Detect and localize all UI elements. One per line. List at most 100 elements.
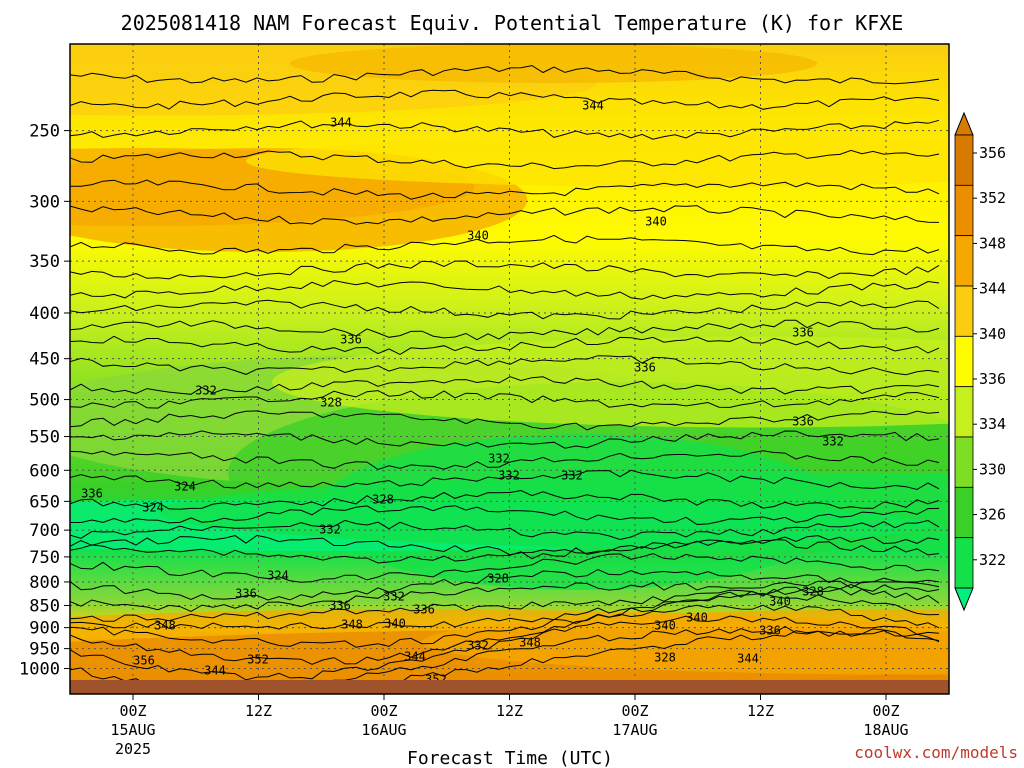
- contour-label: 344: [582, 99, 604, 113]
- contour-label-text: 332: [467, 639, 489, 653]
- colorbar-label: 348: [979, 234, 1006, 252]
- contour-label-text: 332: [561, 469, 583, 483]
- contour-label-text: 324: [267, 569, 289, 583]
- colorbar-label: 330: [979, 460, 1006, 478]
- contour-label-text: 336: [81, 487, 103, 501]
- y-tick-label: 550: [29, 428, 60, 448]
- contour-line: [70, 489, 940, 510]
- y-tick-label: 650: [29, 492, 60, 512]
- contour-label: 344: [204, 664, 226, 678]
- contour-label-text: 356: [133, 654, 155, 668]
- colorbar-segment: [954, 184, 974, 237]
- contour-label-text: 352: [247, 653, 269, 667]
- contour-line: [70, 615, 940, 681]
- contour-label: 332: [383, 590, 405, 604]
- contour-label: 340: [769, 595, 791, 609]
- contour-label-text: 348: [519, 636, 541, 650]
- y-tick-label: 950: [29, 640, 60, 660]
- contour-label-text: 340: [467, 229, 489, 243]
- contour-label-text: 332: [195, 384, 217, 398]
- contour-label: 328: [654, 651, 676, 665]
- contour-label-text: 340: [654, 619, 676, 633]
- contour-label-text: 324: [174, 480, 196, 494]
- contour-label-text: 328: [372, 493, 394, 507]
- contour-label: 332: [561, 469, 583, 483]
- contour-line: [70, 450, 940, 471]
- contour-line: [70, 376, 940, 395]
- contour-line: [70, 149, 940, 170]
- colorbar-segment: [954, 235, 974, 287]
- contour-label: 328: [372, 493, 394, 507]
- colorbar-label: 356: [979, 144, 1006, 162]
- contour-line: [70, 534, 940, 556]
- contour-label: 344: [404, 650, 426, 664]
- y-tick-label: 850: [29, 596, 60, 616]
- y-axis: 250 300 350 400 450 500 550 600 650 700 750 800 850 9…: [19, 122, 70, 680]
- contour-label-text: 324: [142, 501, 164, 515]
- contour-line: [70, 583, 940, 622]
- contour-line: [70, 410, 940, 431]
- contour-label: 336: [413, 603, 435, 617]
- contour-label: 328: [802, 585, 824, 599]
- grid: [70, 44, 949, 694]
- contour-label: 340: [384, 617, 406, 631]
- x-axis-title: Forecast Time (UTC): [407, 748, 613, 768]
- contour-label: 348: [154, 619, 176, 633]
- contour-label-text: 332: [488, 452, 510, 466]
- field-patch: [272, 336, 949, 428]
- contour-label: 348: [519, 636, 541, 650]
- colorbar-label: 344: [979, 280, 1006, 298]
- contour-line: [70, 89, 940, 110]
- y-tick-label: 600: [29, 461, 60, 481]
- contour-label: 352: [247, 653, 269, 667]
- contour-label: 340: [645, 215, 667, 229]
- contour-line: [70, 65, 940, 85]
- contour-line: [70, 519, 940, 541]
- contour-label: 336: [792, 326, 814, 340]
- colorbar-segment: [954, 386, 974, 438]
- contour-line: [70, 390, 940, 409]
- colorbar-label: 340: [979, 325, 1006, 343]
- y-tick-label: 300: [29, 192, 60, 212]
- contour-label-text: 348: [154, 619, 176, 633]
- contour-label: 344: [737, 652, 759, 666]
- x-tick-date: 16AUG: [361, 721, 406, 739]
- contour-line: [70, 355, 940, 376]
- contour-label: 336: [634, 361, 656, 375]
- contour-line: [70, 205, 940, 225]
- contour-label-text: 336: [634, 361, 656, 375]
- contour-label: 336: [759, 624, 781, 638]
- contour-label: 332: [467, 639, 489, 653]
- contour-line: [70, 299, 940, 320]
- contour-line: [70, 505, 940, 526]
- contour-label: 332: [195, 384, 217, 398]
- x-tick-date: 15AUG: [110, 721, 155, 739]
- contour-label: 332: [319, 523, 341, 537]
- contour-label-text: 328: [802, 585, 824, 599]
- x-tick-label: 00Z: [621, 702, 648, 720]
- x-tick-label: 12Z: [496, 702, 523, 720]
- contour-label: 324: [142, 501, 164, 515]
- colorbar-segment: [954, 335, 974, 388]
- contour-line: [70, 469, 940, 491]
- contour-label: 324: [174, 480, 196, 494]
- contour-label: 336: [792, 415, 814, 429]
- contour-line: [70, 319, 940, 341]
- contour-label-text: 344: [737, 652, 759, 666]
- y-tick-label: 400: [29, 304, 60, 324]
- y-tick-label: 350: [29, 252, 60, 272]
- contour-label: 348: [341, 618, 363, 632]
- contour-label-text: 332: [383, 590, 405, 604]
- contour-label-text: 332: [319, 523, 341, 537]
- contour-lines: [70, 65, 940, 694]
- y-tick-label: 500: [29, 391, 60, 411]
- contour-line: [70, 279, 940, 300]
- contour-label-text: 336: [340, 333, 362, 347]
- colorbar: 356 352 348 344 340 336 334 330 326 322: [954, 111, 1006, 612]
- x-tick-year: 2025: [115, 740, 151, 758]
- contour-line: [70, 119, 940, 140]
- x-tick-date: 18AUG: [863, 721, 908, 739]
- colorbar-segment: [954, 537, 974, 589]
- contour-label-text: 336: [235, 587, 257, 601]
- colorbar-segment: [954, 486, 974, 539]
